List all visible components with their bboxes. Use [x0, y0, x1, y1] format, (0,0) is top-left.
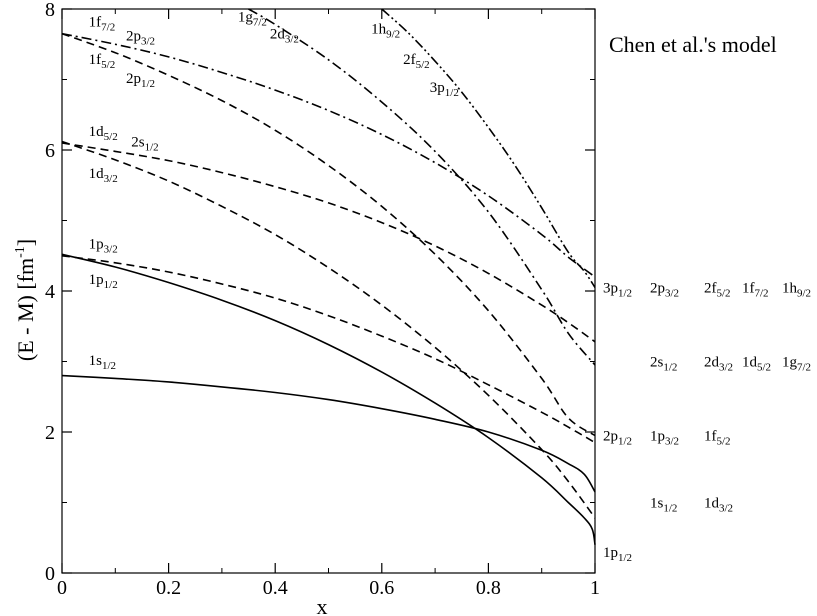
y-tick-label: 8 — [45, 0, 55, 21]
axis-ticks: 0 0.2 0.4 0.6 0.8 1 0 2 4 6 8 — [45, 0, 600, 599]
x-tick-label: 1 — [590, 577, 600, 599]
y-tick-label: 4 — [45, 281, 55, 303]
series-line-5 — [61, 142, 596, 343]
series-line-8 — [248, 8, 596, 366]
curve-label: 1f5/2 — [89, 52, 116, 71]
limit-label: 1g7/2 — [782, 355, 811, 374]
y-axis-label-unit-exp: -1 — [13, 246, 28, 258]
limit-label: 1s1/2 — [650, 496, 677, 515]
limit-label: 1p1/2 — [603, 545, 632, 564]
curve-labels: 1s1/2 1p3/2 1p1/2 1d5/2 2s1/2 1d3/2 1f7/2 2p3/2… — [89, 10, 459, 372]
x-tick-label: 0.6 — [369, 577, 394, 599]
plot-frame — [61, 8, 596, 574]
y-axis-label-unit: [fm — [13, 258, 38, 290]
series-line-7 — [61, 32, 596, 278]
x-tick-label: 0.8 — [476, 577, 501, 599]
limit-label: 1f5/2 — [704, 429, 731, 448]
curve-label: 1p3/2 — [89, 237, 118, 256]
series-line-2 — [61, 253, 596, 545]
series-line-1 — [61, 374, 596, 493]
curve-label: 2p3/2 — [126, 29, 155, 48]
y-axis-label-main: (E - M) — [13, 295, 38, 361]
limit-label: 1d5/2 — [742, 355, 771, 374]
y-tick-label: 2 — [45, 422, 55, 444]
limit-label: 1h9/2 — [782, 280, 811, 299]
x-tick-label: 0 — [57, 577, 67, 599]
curve-label: 1d3/2 — [89, 166, 118, 185]
y-tick-label: 6 — [45, 140, 55, 162]
series-line-3 — [61, 255, 596, 444]
curve-label: 1h9/2 — [371, 22, 400, 41]
curve-label: 2p1/2 — [126, 71, 155, 90]
x-tick-label: 0.2 — [156, 577, 181, 599]
limit-label: 2d3/2 — [704, 355, 733, 374]
limit-label: 1p3/2 — [650, 429, 679, 448]
curve-label: 2s1/2 — [131, 134, 158, 153]
curve-label: 2f5/2 — [403, 52, 430, 71]
limit-label: 2f5/2 — [704, 280, 731, 299]
y-axis-label: (E - M) [fm-1] — [13, 239, 38, 361]
limit-label: 2s1/2 — [650, 355, 677, 374]
limit-label: 3p1/2 — [603, 280, 632, 299]
limit-labels: 3p1/2 2p3/2 2f5/2 1f7/2 1h9/2 2s1/2 2d3/2 1d5/2… — [603, 280, 811, 563]
x-tick-label: 0.4 — [263, 577, 288, 599]
curve-label: 3p1/2 — [430, 80, 459, 99]
series-line-6 — [61, 32, 596, 437]
model-annotation: Chen et al.'s model — [609, 32, 777, 57]
curve-label: 1p1/2 — [89, 272, 118, 291]
y-tick-label: 0 — [45, 563, 55, 585]
curve-label: 1s1/2 — [89, 353, 116, 372]
curve-label: 1g7/2 — [238, 10, 267, 29]
limit-label: 1d3/2 — [704, 496, 733, 515]
y-axis-label-unit-close: ] — [13, 239, 38, 246]
x-axis-label: x — [317, 594, 328, 616]
series-layer — [61, 8, 596, 545]
series-line-9 — [381, 8, 596, 288]
limit-label: 2p3/2 — [650, 280, 679, 299]
limit-label: 1f7/2 — [742, 280, 769, 299]
curve-label: 1d5/2 — [89, 124, 118, 143]
series-line-4 — [61, 140, 596, 519]
limit-label: 2p1/2 — [603, 429, 632, 448]
curve-label: 2d3/2 — [270, 27, 299, 46]
curve-label: 1f7/2 — [89, 15, 116, 34]
